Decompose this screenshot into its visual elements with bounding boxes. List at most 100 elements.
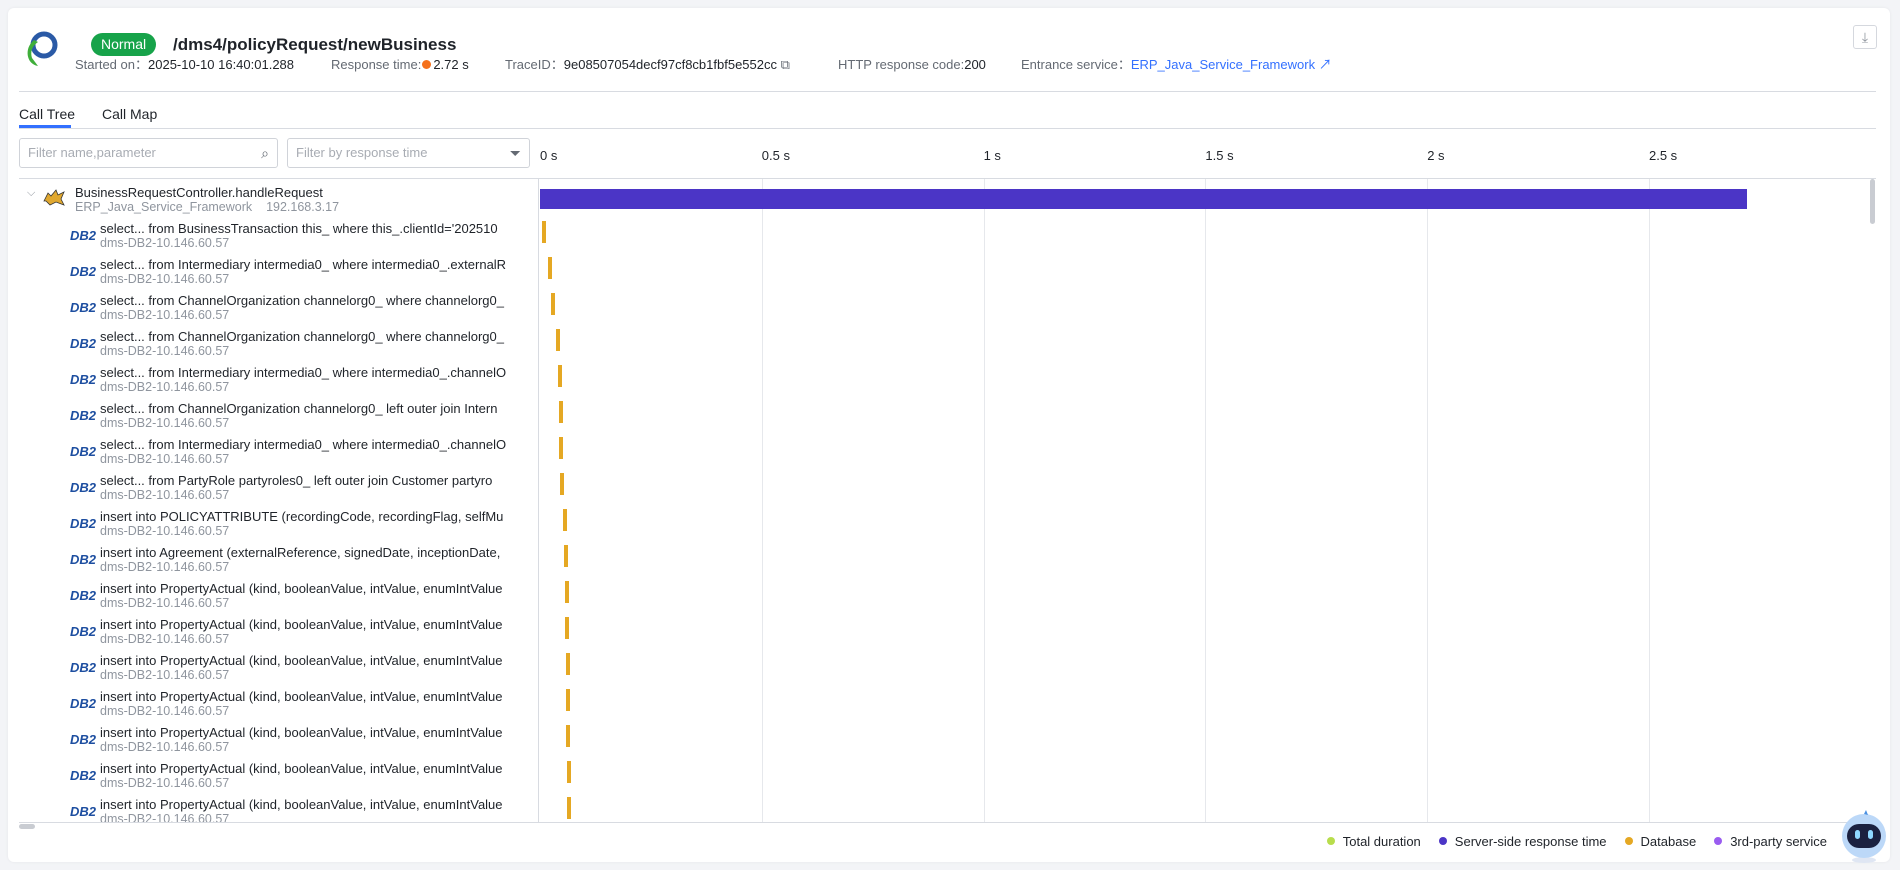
db2-icon: DB2 (70, 264, 97, 279)
db-host: dms-DB2-10.146.60.57 (100, 236, 230, 250)
trace-id: TraceID：9e08507054decf97cf8cb1fbf5e552cc… (505, 57, 790, 72)
horizontal-scrollbar[interactable] (19, 824, 35, 829)
timeline-bar-database[interactable] (565, 653, 570, 675)
db-host: dms-DB2-10.146.60.57 (100, 416, 230, 430)
chevron-down-icon[interactable]: ⌵ (27, 187, 36, 199)
tree-row-db[interactable]: DB2 select... from ChannelOrganization c… (19, 398, 1876, 434)
tree-row-db[interactable]: DB2 select... from Intermediary intermed… (19, 254, 1876, 290)
timeline-bar-database[interactable] (555, 329, 560, 351)
db-host: dms-DB2-10.146.60.57 (100, 704, 230, 718)
db-host: dms-DB2-10.146.60.57 (100, 776, 230, 790)
active-tab-indicator (19, 125, 71, 128)
legend-item[interactable]: Database (1624, 834, 1696, 849)
tree-row-db[interactable]: DB2 select... from ChannelOrganization c… (19, 326, 1876, 362)
db-host: dms-DB2-10.146.60.57 (100, 272, 230, 286)
tree-row-db[interactable]: DB2 select... from ChannelOrganization c… (19, 290, 1876, 326)
timeline-bar-database[interactable] (566, 725, 571, 747)
tree-row-db[interactable]: DB2 insert into PropertyActual (kind, bo… (19, 614, 1876, 650)
sql-statement: select... from ChannelOrganization chann… (100, 329, 504, 344)
sql-statement: insert into Agreement (externalReference… (100, 545, 501, 560)
timeline-bar-database[interactable] (565, 581, 570, 603)
tree-row-db[interactable]: DB2 insert into POLICYATTRIBUTE (recordi… (19, 506, 1876, 542)
legend-item[interactable]: Server-side response time (1438, 834, 1607, 849)
trace-detail-panel (8, 8, 1890, 862)
db2-icon: DB2 (70, 660, 97, 675)
timeline-bar-database[interactable] (565, 617, 570, 639)
timeline-bar-database[interactable] (564, 545, 569, 567)
page-title: /dms4/policyRequest/newBusiness (173, 35, 457, 54)
timeline-bar-database[interactable] (563, 509, 568, 531)
grid-line (761, 179, 763, 822)
external-link-icon[interactable]: ↗ (1318, 57, 1332, 72)
legend-dot (1438, 837, 1447, 845)
db2-icon: DB2 (70, 444, 97, 459)
db-host: dms-DB2-10.146.60.57 (100, 524, 230, 538)
sql-statement: select... from Intermediary intermedia0_… (100, 437, 507, 452)
grid-line (1649, 179, 1650, 822)
tree-row-db[interactable]: DB2 insert into PropertyActual (kind, bo… (19, 650, 1876, 686)
legend-dot (1624, 837, 1633, 845)
timeline-bar-database[interactable] (558, 437, 563, 459)
service-name: ERP_Java_Service_Framework 192.168.3.17 (75, 200, 340, 214)
sql-statement: insert into PropertyActual (kind, boolea… (100, 725, 503, 740)
tab-call-map[interactable]: Call Map (102, 106, 158, 122)
legend-item[interactable]: Total duration (1326, 834, 1421, 849)
download-button[interactable]: ⤓ (1853, 25, 1877, 49)
db-host: dms-DB2-10.146.60.57 (100, 560, 230, 574)
timeline-bar-database[interactable] (566, 761, 571, 783)
tree-row-db[interactable]: DB2 insert into PropertyActual (kind, bo… (19, 722, 1876, 758)
sql-statement: insert into PropertyActual (kind, boolea… (100, 797, 503, 812)
entrance-service-link[interactable]: ERP_Java_Service_Framework (1130, 57, 1316, 72)
tree-row-db[interactable]: DB2 select... from Intermediary intermed… (19, 434, 1876, 470)
filter-time-input[interactable]: Filter by response time ⏷ (287, 138, 530, 168)
copy-icon[interactable]: ⧉ (780, 57, 790, 72)
db2-icon: DB2 (70, 696, 97, 711)
legend-item[interactable]: 3rd-party service (1714, 834, 1827, 849)
tree-row-root[interactable]: ⌵ BusinessRequestController.handleReques… (19, 182, 1876, 218)
db2-icon: DB2 (70, 372, 97, 387)
column-divider[interactable] (538, 179, 539, 822)
timeline-bar-database[interactable] (567, 797, 572, 819)
db-host: dms-DB2-10.146.60.57 (100, 452, 230, 466)
db2-icon: DB2 (70, 480, 97, 495)
db2-icon: DB2 (70, 768, 97, 783)
db-host: dms-DB2-10.146.60.57 (100, 380, 230, 394)
tree-row-db[interactable]: DB2 select... from BusinessTransaction t… (19, 218, 1876, 254)
tree-row-db[interactable]: DB2 insert into PropertyActual (kind, bo… (19, 578, 1876, 614)
filter-name-input[interactable]: Filter name,parameter ⌕ (19, 138, 278, 168)
tree-row-db[interactable]: DB2 insert into PropertyActual (kind, bo… (19, 794, 1876, 822)
timeline-bar-database[interactable] (558, 365, 563, 387)
tree-row-db[interactable]: DB2 select... from Intermediary intermed… (19, 362, 1876, 398)
timeline-bar-database[interactable] (558, 401, 563, 423)
timeline-bar-database[interactable] (566, 689, 571, 711)
sql-statement: insert into PropertyActual (kind, boolea… (100, 689, 503, 704)
db-host: dms-DB2-10.146.60.57 (100, 740, 230, 754)
legend-dot (1714, 837, 1723, 845)
sql-statement: insert into POLICYATTRIBUTE (recordingCo… (100, 509, 504, 524)
axis-tick-label: 2.5 s (1649, 148, 1678, 163)
tree-row-db[interactable]: DB2 insert into PropertyActual (kind, bo… (19, 758, 1876, 794)
db-host: dms-DB2-10.146.60.57 (100, 632, 230, 646)
tree-row-db[interactable]: DB2 insert into PropertyActual (kind, bo… (19, 686, 1876, 722)
timeline-bar-database[interactable] (551, 293, 556, 315)
db2-icon: DB2 (70, 228, 97, 243)
sql-statement: select... from Intermediary intermedia0_… (100, 365, 507, 380)
db-host: dms-DB2-10.146.60.57 (100, 668, 230, 682)
timeline-bar-database[interactable] (548, 257, 553, 279)
db2-icon: DB2 (70, 516, 97, 531)
assistant-robot-icon[interactable] (1838, 810, 1890, 865)
tab-call-tree[interactable]: Call Tree (19, 106, 76, 122)
legend-dot (1326, 837, 1335, 845)
tree-row-db[interactable]: DB2 select... from PartyRole partyroles0… (19, 470, 1876, 506)
timeline-bar-database[interactable] (560, 473, 565, 495)
timeline-bar-server[interactable] (540, 189, 1747, 209)
db-host: dms-DB2-10.146.60.57 (100, 344, 230, 358)
divider (19, 128, 1876, 129)
axis-tick-label: 1 s (983, 148, 1001, 163)
timeline-bar-database[interactable] (542, 221, 547, 243)
db2-icon: DB2 (70, 624, 97, 639)
tree-row-db[interactable]: DB2 insert into Agreement (externalRefer… (19, 542, 1876, 578)
call-tree-table: ⌵ BusinessRequestController.handleReques… (19, 178, 1876, 823)
vertical-scrollbar[interactable] (1870, 179, 1875, 224)
legend: Total duration Server-side response time D… (1326, 834, 1827, 849)
